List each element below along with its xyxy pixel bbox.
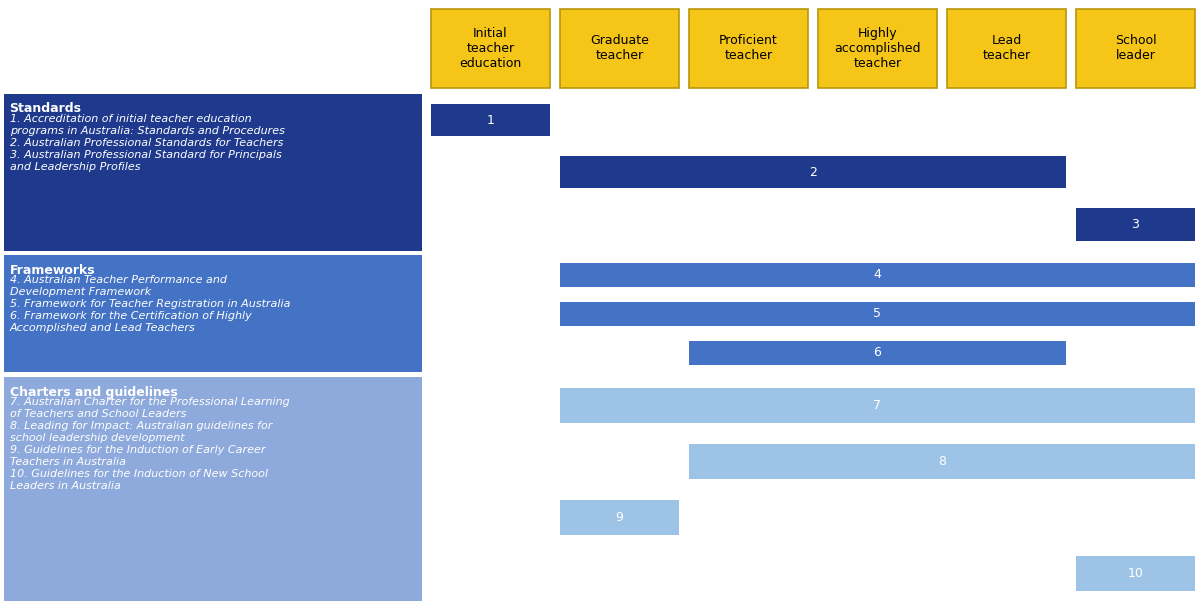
Text: 1: 1 — [486, 113, 494, 127]
Text: Initial
teacher
education: Initial teacher education — [460, 27, 522, 70]
Text: Lead
teacher: Lead teacher — [983, 35, 1031, 62]
FancyBboxPatch shape — [818, 9, 937, 88]
Text: 8: 8 — [938, 454, 946, 468]
FancyBboxPatch shape — [431, 9, 550, 88]
FancyBboxPatch shape — [689, 9, 809, 88]
FancyBboxPatch shape — [4, 256, 422, 373]
FancyBboxPatch shape — [1076, 208, 1195, 241]
Text: 3: 3 — [1132, 218, 1140, 231]
FancyBboxPatch shape — [4, 378, 422, 601]
Text: School
leader: School leader — [1115, 35, 1157, 62]
FancyBboxPatch shape — [947, 9, 1067, 88]
Text: 7. Australian Charter for the Professional Learning
of Teachers and School Leade: 7. Australian Charter for the Profession… — [10, 398, 289, 491]
FancyBboxPatch shape — [431, 104, 550, 136]
Text: 5: 5 — [874, 307, 882, 321]
FancyBboxPatch shape — [559, 500, 679, 534]
Text: 4: 4 — [874, 268, 882, 281]
FancyBboxPatch shape — [1076, 556, 1195, 590]
FancyBboxPatch shape — [559, 9, 679, 88]
FancyBboxPatch shape — [559, 388, 1195, 422]
Text: Frameworks: Frameworks — [10, 264, 95, 277]
Text: Charters and guidelines: Charters and guidelines — [10, 386, 178, 399]
FancyBboxPatch shape — [559, 302, 1195, 326]
Text: Proficient
teacher: Proficient teacher — [719, 35, 778, 62]
Text: Highly
accomplished
teacher: Highly accomplished teacher — [834, 27, 920, 70]
FancyBboxPatch shape — [4, 94, 422, 251]
Text: 10: 10 — [1128, 567, 1144, 580]
Text: Graduate
teacher: Graduate teacher — [590, 35, 649, 62]
FancyBboxPatch shape — [689, 444, 1195, 479]
FancyBboxPatch shape — [689, 341, 1067, 365]
Text: 7: 7 — [874, 399, 882, 411]
FancyBboxPatch shape — [1076, 9, 1195, 88]
Text: 4. Australian Teacher Performance and
Development Framework
5. Framework for Tea: 4. Australian Teacher Performance and De… — [10, 276, 290, 333]
Text: 9: 9 — [616, 511, 624, 524]
Text: 1. Accreditation of initial teacher education
programs in Australia: Standards a: 1. Accreditation of initial teacher educ… — [10, 114, 284, 172]
FancyBboxPatch shape — [559, 263, 1195, 287]
FancyBboxPatch shape — [559, 156, 1067, 188]
Text: Standards: Standards — [10, 102, 82, 115]
Text: 6: 6 — [874, 347, 882, 359]
Text: 2: 2 — [809, 166, 817, 179]
